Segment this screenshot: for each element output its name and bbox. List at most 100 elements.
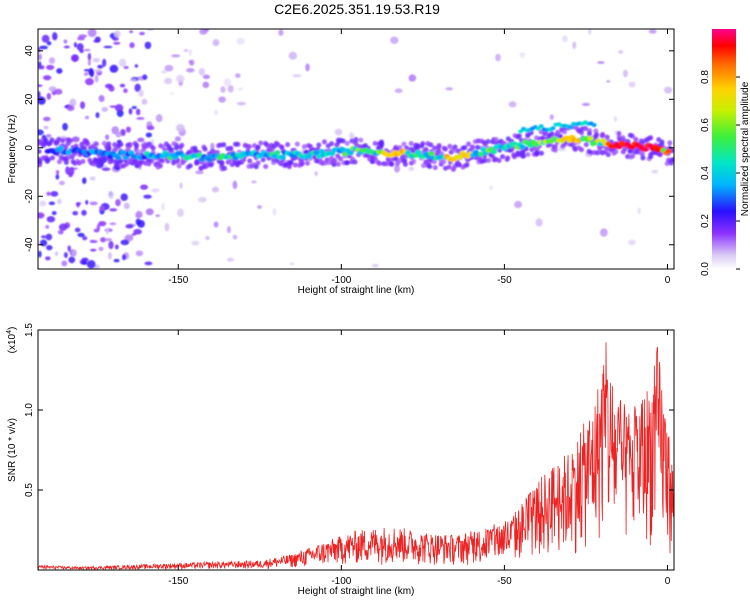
heatmap-noise-cell	[599, 228, 608, 237]
heatmap-noise-cell	[278, 29, 284, 37]
heatmap-noise-cell	[92, 57, 100, 63]
heatmap-noise-cell	[138, 89, 144, 97]
heatmap-noise-cell	[175, 74, 185, 83]
heatmap-noise-cell	[101, 167, 111, 171]
colorbar-tick-label: 0.8	[700, 70, 711, 84]
heatmap-noise-cell	[61, 260, 68, 267]
heatmap-noise-cell	[84, 115, 90, 120]
heatmap-x-label: Height of straight line (km)	[298, 285, 415, 296]
heatmap-noise-cell	[151, 188, 160, 193]
heatmap-noise-cell	[87, 59, 92, 66]
heatmap-noise-cell	[89, 240, 98, 244]
heatmap-noise-cell	[123, 202, 130, 210]
snr-y-multiplier: (x104)	[6, 327, 18, 354]
snr-y-tick-label: 1.5	[24, 323, 35, 337]
heatmap-noise-cell	[82, 236, 88, 241]
heatmap-ridge-cell	[271, 153, 278, 159]
heatmap-halo-cell	[427, 163, 433, 169]
heatmap-noise-cell	[46, 245, 53, 251]
heatmap-ridge-cell	[456, 155, 464, 160]
heatmap-noise-cell	[109, 222, 117, 226]
heatmap-branch-cell	[550, 126, 556, 131]
heatmap-noise-cell	[140, 184, 149, 190]
heatmap-noise-cell	[96, 223, 101, 232]
heatmap-noise-cell	[588, 29, 592, 35]
heatmap-noise-cell	[125, 224, 134, 229]
heatmap-ridge-cell	[428, 151, 435, 157]
heatmap-noise-cell	[394, 88, 403, 94]
heatmap-noise-cell	[105, 134, 110, 140]
svg-text:(x104): (x104)	[6, 327, 18, 354]
snr-y-label: SNR (10 * v/v)	[7, 418, 18, 482]
heatmap-halo-cell	[640, 155, 646, 161]
heatmap-noise-cell	[38, 84, 43, 87]
heatmap-noise-cell	[103, 45, 113, 49]
heatmap-noise-cell	[272, 207, 277, 216]
heatmap-noise-cell	[232, 180, 238, 190]
heatmap-halo-cell	[436, 144, 442, 150]
snr-line-panel: -150 -100 -50 0 0.5 1.0 1.5 Height of straight…	[6, 323, 675, 597]
heatmap-noise-cell	[131, 105, 137, 110]
heatmap-halo-cell	[358, 137, 364, 143]
heatmap-halo-cell	[222, 165, 228, 171]
heatmap-halo-cell	[411, 159, 417, 165]
heatmap-halo-cell	[525, 152, 531, 158]
heatmap-noise-cell	[89, 201, 98, 206]
heatmap-halo-cell	[150, 145, 156, 151]
heatmap-halo-cell	[432, 145, 438, 151]
heatmap-noise-cell	[50, 191, 59, 197]
heatmap-noise-cell	[237, 101, 246, 106]
heatmap-ridge-cell	[274, 150, 281, 155]
heatmap-noise-cell	[211, 186, 219, 193]
snr-multiplier-base: (x10	[7, 333, 18, 353]
heatmap-noise-cell	[288, 51, 298, 60]
heatmap-noise-cell	[637, 207, 641, 215]
heatmap-halo-cell	[53, 140, 59, 146]
heatmap-noise-cell	[76, 43, 84, 51]
heatmap-noise-cell	[76, 36, 85, 41]
heatmap-noise-cell	[205, 236, 210, 240]
heatmap-noise-cell	[177, 208, 184, 217]
heatmap-halo-cell	[46, 141, 52, 147]
heatmap-halo-cell	[428, 142, 434, 148]
heatmap-halo-cell	[335, 161, 341, 167]
heatmap-noise-cell	[122, 254, 127, 261]
heatmap-noise-cell	[251, 180, 257, 184]
heatmap-noise-cell	[137, 220, 145, 228]
heatmap-noise-cell	[174, 136, 181, 142]
heatmap-noise-cell	[108, 85, 115, 92]
heatmap-halo-cell	[316, 142, 322, 148]
heatmap-noise-cell	[112, 36, 119, 41]
heatmap-noise-cell	[74, 227, 81, 233]
heatmap-frame	[37, 28, 675, 270]
heatmap-halo-cell	[630, 153, 636, 159]
heatmap-noise-cell	[199, 29, 208, 35]
heatmap-halo-cell	[49, 137, 55, 143]
heatmap-branch-cell	[568, 125, 574, 130]
heatmap-noise-cell	[46, 191, 51, 196]
snr-x-tick-label: -150	[168, 576, 188, 587]
snr-x-label: Height of straight line (km)	[298, 586, 415, 597]
heatmap-noise-cell	[137, 137, 145, 143]
heatmap-noise-cell	[123, 88, 128, 94]
heatmap-halo-cell	[247, 158, 253, 164]
heatmap-noise-cell	[113, 41, 121, 45]
heatmap-halo-cell	[466, 141, 472, 147]
heatmap-halo-cell	[304, 160, 310, 166]
heatmap-noise-cell	[134, 83, 141, 92]
heatmap-halo-cell	[423, 147, 429, 153]
heatmap-axes: -150 -100 -50 0 -40 -20 0 20 40	[24, 28, 675, 286]
heatmap-halo-cell	[285, 142, 291, 148]
heatmap-halo-cell	[299, 161, 305, 167]
heatmap-y-tick-label: -40	[24, 237, 35, 252]
heatmap-noise-cell	[223, 78, 232, 87]
heatmap-halo-cell	[50, 155, 56, 161]
heatmap-halo-cell	[496, 157, 502, 163]
heatmap-halo-cell	[225, 159, 231, 165]
heatmap-noise-cell	[305, 63, 310, 72]
heatmap-noise-cell	[164, 64, 174, 72]
snr-multiplier-close: )	[7, 327, 18, 330]
heatmap-noise-cell	[51, 211, 57, 216]
heatmap-halo-cell	[420, 141, 426, 147]
